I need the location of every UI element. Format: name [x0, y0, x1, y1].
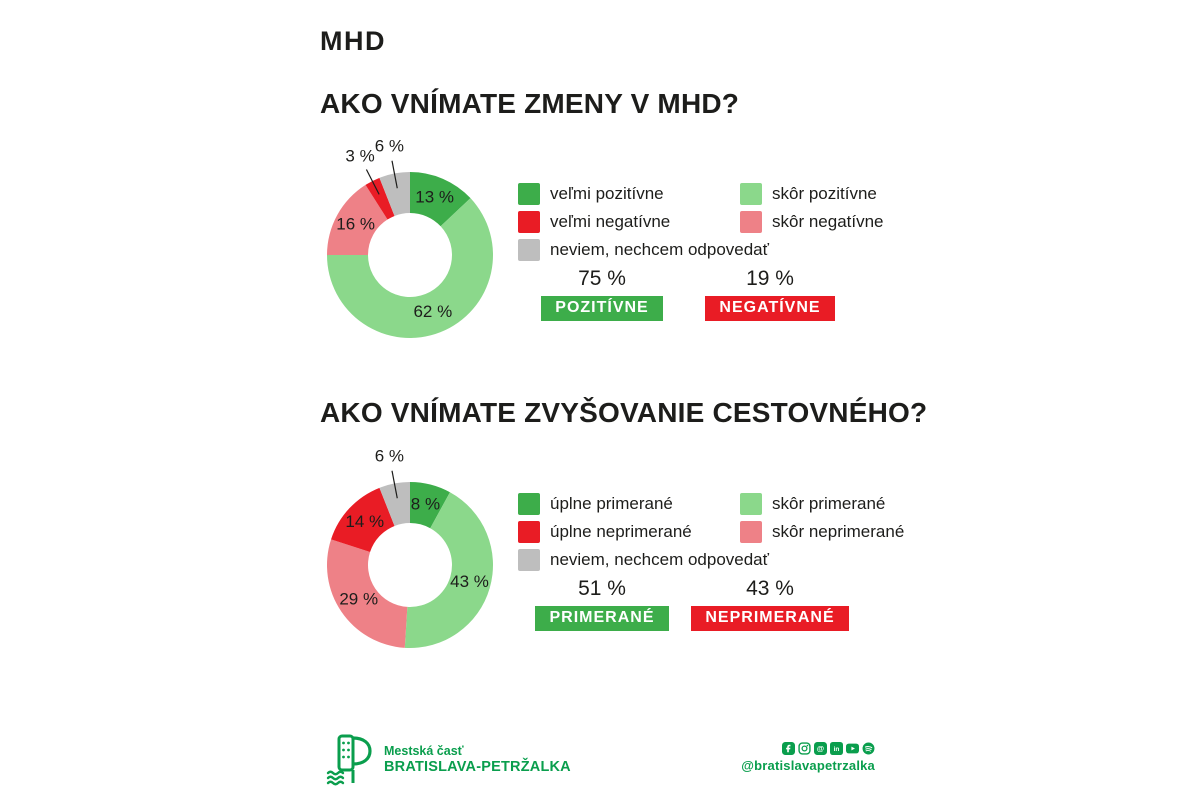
legend-swatch: [740, 492, 762, 515]
svg-text:8 %: 8 %: [411, 494, 440, 513]
svg-text:43 %: 43 %: [450, 572, 489, 591]
summary-badge-negative: NEPRIMERANÉ: [691, 606, 849, 631]
svg-text:62 %: 62 %: [413, 302, 452, 321]
org-name-line1: Mestská časť: [384, 744, 464, 758]
legend-label: skôr primerané: [772, 493, 886, 513]
svg-text:6 %: 6 %: [375, 138, 404, 155]
org-name: Mestská časť BRATISLAVA-PETRŽALKA: [384, 744, 571, 776]
legend-item: neviem, nechcem odpovedať: [518, 548, 769, 571]
legend-item: veľmi negatívne: [518, 210, 740, 233]
legend-item: neviem, nechcem odpovedať: [518, 238, 769, 261]
legend-swatch: [518, 210, 540, 233]
legend-swatch: [740, 182, 762, 205]
summary-badge-positive: POZITÍVNE: [541, 296, 663, 321]
legend-label: skôr neprimerané: [772, 521, 905, 541]
question-heading-fare-increase: AKO VNÍMATE ZVYŠOVANIE CESTOVNÉHO?: [320, 397, 928, 428]
social-icons-row: @ in: [729, 742, 875, 755]
legend-swatch: [518, 520, 540, 543]
legend-swatch: [518, 238, 540, 261]
linkedin-icon: in: [830, 742, 843, 755]
youtube-icon: [846, 743, 859, 754]
legend-label: úplne primerané: [550, 493, 673, 513]
legend-fare-increase: úplne primerané skôr primerané úplne nep…: [518, 492, 904, 571]
summary-inadequate-fare: 43 % NEPRIMERANÉ: [682, 577, 858, 631]
legend-item: skôr negatívne: [740, 210, 884, 233]
legend-swatch: [740, 520, 762, 543]
legend-swatch: [518, 182, 540, 205]
page-title: MHD: [320, 26, 386, 56]
summary-percent: 43 %: [746, 577, 794, 600]
spotify-icon: [862, 742, 875, 755]
svg-text:3 %: 3 %: [345, 146, 374, 165]
legend-swatch: [740, 210, 762, 233]
legend-mhd-changes: veľmi pozitívne skôr pozitívne veľmi neg…: [518, 182, 884, 261]
summary-badge-positive: PRIMERANÉ: [535, 606, 669, 631]
facebook-icon: [782, 742, 795, 755]
footer-brand: Mestská časť BRATISLAVA-PETRŽALKA: [326, 734, 571, 786]
svg-text:13 %: 13 %: [415, 188, 454, 207]
legend-label: neviem, nechcem odpovedať: [550, 239, 770, 259]
summary-adequate-fare: 51 % PRIMERANÉ: [514, 577, 690, 631]
footer-social: @ in @bratislavapetrzalka: [729, 742, 875, 773]
legend-label: neviem, nechcem odpovedať: [550, 549, 770, 569]
legend-label: skôr pozitívne: [772, 183, 877, 203]
legend-item: veľmi pozitívne: [518, 182, 740, 205]
svg-text:6 %: 6 %: [375, 448, 404, 465]
instagram-icon: [798, 742, 811, 755]
legend-item: úplne neprimerané: [518, 520, 740, 543]
org-name-line2: BRATISLAVA-PETRŽALKA: [384, 759, 571, 775]
svg-text:@: @: [817, 744, 824, 753]
legend-label: veľmi pozitívne: [550, 183, 664, 203]
legend-label: skôr negatívne: [772, 211, 884, 231]
legend-label: veľmi negatívne: [550, 211, 671, 231]
summary-percent: 51 %: [578, 577, 626, 600]
svg-text:in: in: [834, 746, 840, 753]
legend-item: skôr neprimerané: [740, 520, 904, 543]
legend-item: skôr primerané: [740, 492, 904, 515]
summary-negative-mhd: 19 % NEGATÍVNE: [682, 267, 858, 321]
svg-text:14 %: 14 %: [345, 512, 384, 531]
petrzalka-logo-icon: [326, 734, 372, 786]
donut-chart-mhd-changes: 13 % 62 % 16 % 3 %6 %: [327, 138, 493, 338]
donut-chart-fare-increase: 8 % 43 % 29 % 14 % 6 %: [327, 448, 493, 648]
summary-positive-mhd: 75 % POZITÍVNE: [514, 267, 690, 321]
summary-badge-negative: NEGATÍVNE: [705, 296, 835, 321]
legend-item: skôr pozitívne: [740, 182, 884, 205]
legend-swatch: [518, 492, 540, 515]
threads-icon: @: [814, 742, 827, 755]
legend-swatch: [518, 548, 540, 571]
summary-percent: 19 %: [746, 267, 794, 290]
svg-text:16 %: 16 %: [336, 215, 375, 234]
svg-text:29 %: 29 %: [339, 589, 378, 608]
social-handle: @bratislavapetrzalka: [741, 758, 875, 773]
question-heading-mhd-changes: AKO VNÍMATE ZMENY V MHD?: [320, 88, 740, 119]
legend-label: úplne neprimerané: [550, 521, 692, 541]
legend-item: úplne primerané: [518, 492, 740, 515]
summary-percent: 75 %: [578, 267, 626, 290]
